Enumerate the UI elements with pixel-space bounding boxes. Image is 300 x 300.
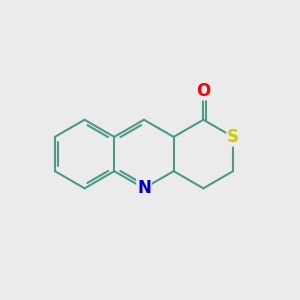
Text: N: N [137,179,151,197]
Text: O: O [196,82,211,100]
Text: S: S [227,128,239,146]
